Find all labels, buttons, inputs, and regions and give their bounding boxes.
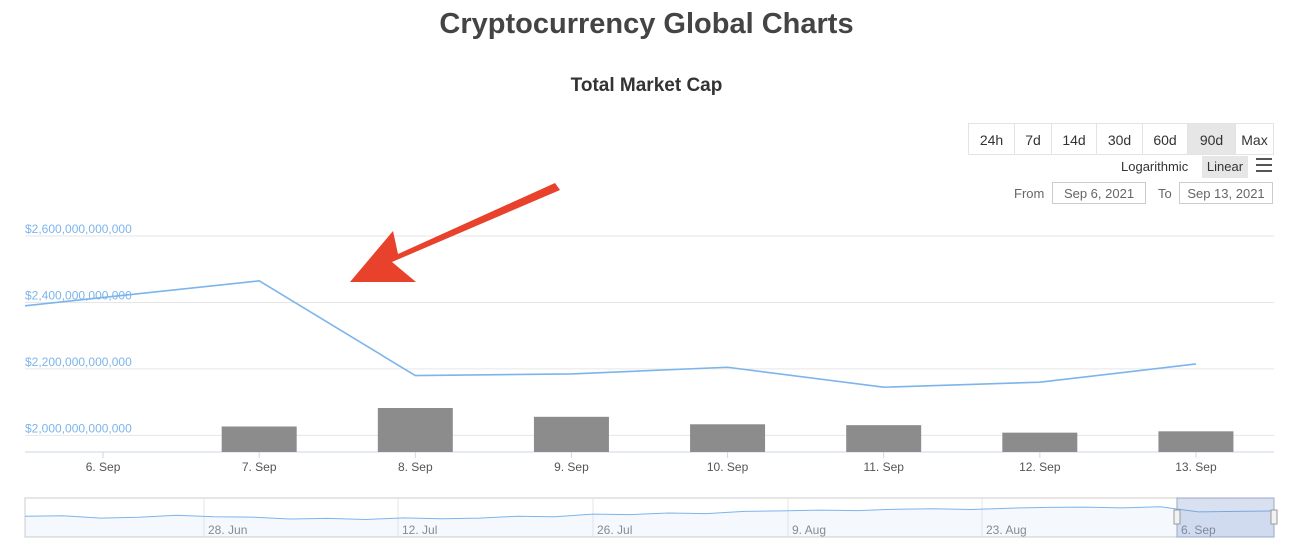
to-label: To xyxy=(1158,186,1172,201)
navigator-label: 26. Jul xyxy=(597,523,632,537)
market-cap-line xyxy=(24,280,1197,389)
navigator-area xyxy=(25,506,1274,537)
x-tick-label: 8. Sep xyxy=(398,460,433,474)
navigator-label: 23. Aug xyxy=(986,523,1027,537)
chart-title: Total Market Cap xyxy=(570,75,723,96)
navigator-label: 12. Jul xyxy=(402,523,437,537)
page-title: Cryptocurrency Global Charts xyxy=(439,8,854,40)
range-24h-button[interactable]: 24h xyxy=(969,124,1015,154)
scale-logarithmic-button[interactable]: Logarithmic xyxy=(1121,159,1189,174)
range-60d-button[interactable]: 60d xyxy=(1143,124,1188,154)
volume-bar xyxy=(533,416,609,452)
navigator-label: 9. Aug xyxy=(792,523,826,537)
navigator-series-line xyxy=(24,506,1275,521)
y-tick-label: $2,200,000,000,000 xyxy=(25,355,132,369)
x-tick-label: 9. Sep xyxy=(554,460,589,474)
navigator-handle-right[interactable] xyxy=(1270,509,1278,525)
volume-bar xyxy=(1158,431,1234,452)
navigator-label: 6. Sep xyxy=(1181,523,1216,537)
from-label: From xyxy=(1014,186,1045,201)
x-tick-label: 10. Sep xyxy=(707,460,749,474)
x-tick-label: 6. Sep xyxy=(86,460,121,474)
range-selector: 24h 7d 14d 30d 60d 90d Max xyxy=(968,123,1274,155)
navigator-selection[interactable] xyxy=(1176,497,1275,538)
y-tick-label: $2,000,000,000,000 xyxy=(25,421,132,435)
hamburger-menu-icon[interactable] xyxy=(1256,158,1272,172)
volume-bar xyxy=(221,426,297,452)
to-date-input[interactable]: Sep 13, 2021 xyxy=(1179,182,1273,204)
x-tick-label: 7. Sep xyxy=(242,460,277,474)
y-tick-label: $2,400,000,000,000 xyxy=(25,288,132,302)
range-90d-button[interactable]: 90d xyxy=(1188,124,1236,154)
scale-linear-button[interactable]: Linear xyxy=(1202,156,1248,178)
range-max-button[interactable]: Max xyxy=(1236,124,1273,154)
x-tick-label: 12. Sep xyxy=(1019,460,1061,474)
y-tick-label: $2,600,000,000,000 xyxy=(25,222,132,236)
navigator-frame xyxy=(24,497,1275,538)
range-14d-button[interactable]: 14d xyxy=(1052,124,1097,154)
navigator-label: 28. Jun xyxy=(208,523,247,537)
range-7d-button[interactable]: 7d xyxy=(1015,124,1052,154)
annotation-arrow xyxy=(350,183,560,282)
volume-bar xyxy=(377,408,453,452)
navigator-handle-left[interactable] xyxy=(1173,509,1181,525)
from-date-input[interactable]: Sep 6, 2021 xyxy=(1052,182,1146,204)
volume-bar xyxy=(1002,432,1078,452)
range-30d-button[interactable]: 30d xyxy=(1097,124,1143,154)
volume-bar xyxy=(690,424,766,452)
x-tick-label: 13. Sep xyxy=(1175,460,1217,474)
x-tick-label: 11. Sep xyxy=(863,460,904,474)
volume-bar xyxy=(846,425,922,452)
